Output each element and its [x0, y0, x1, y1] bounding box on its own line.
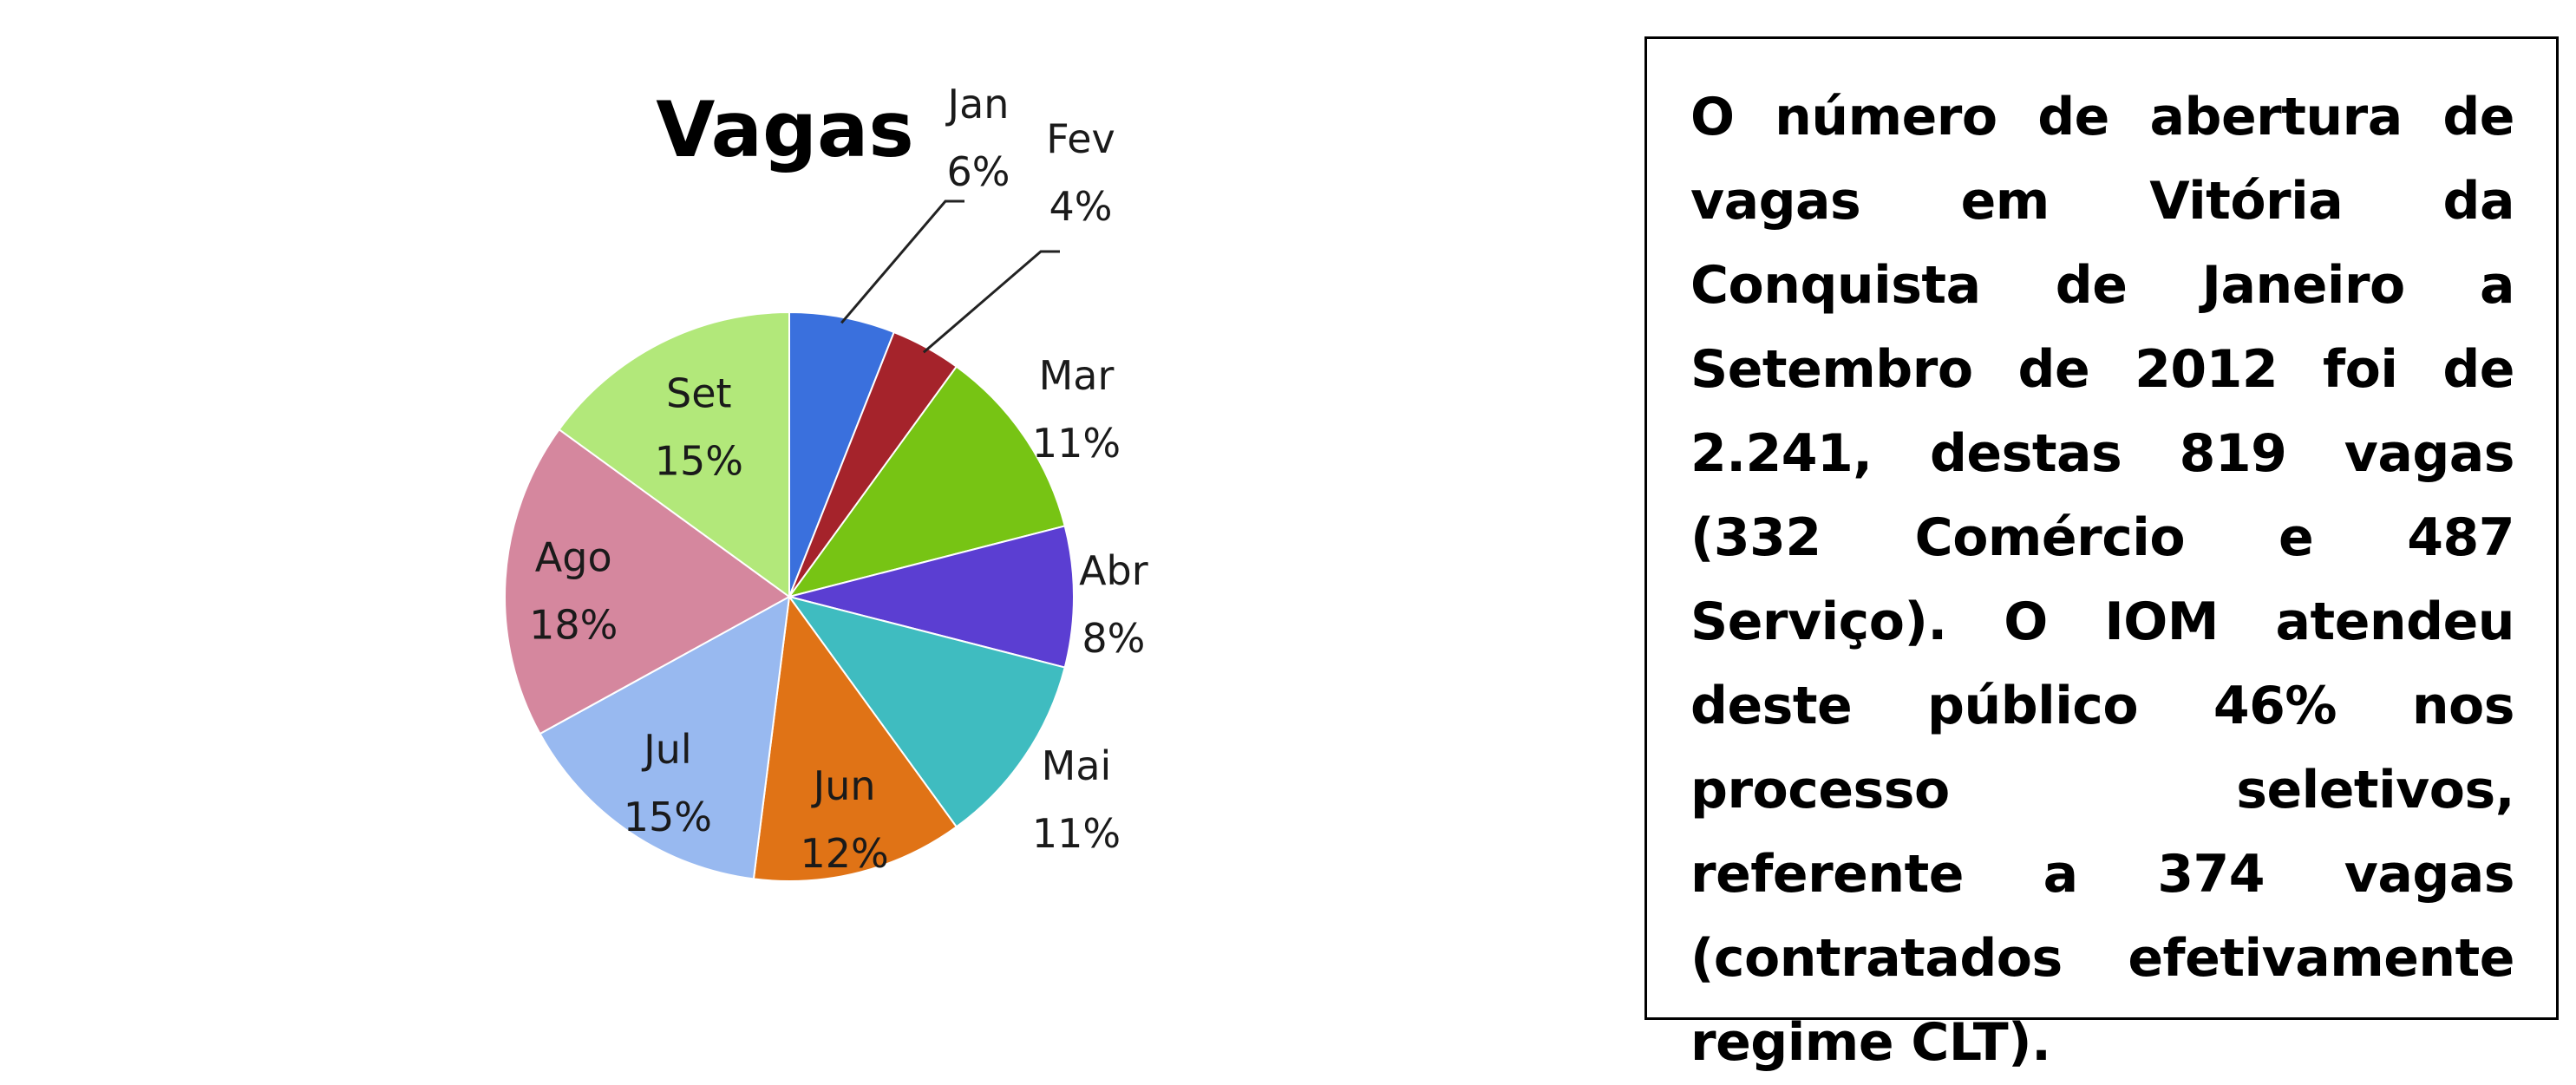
- slice-label-set-percent: 15%: [655, 437, 743, 484]
- slice-labels: Jan 6% Fev 4% Mar 11% Abr 8% Mai 11% Jun 12% Jul 15% A…: [529, 81, 1148, 877]
- chart-title: Vagas: [656, 85, 913, 174]
- pie-slice-ago: [504, 428, 791, 735]
- slice-label-fev-percent: 4%: [1049, 183, 1113, 230]
- pie-slice-jan: [788, 310, 896, 598]
- slice-label-jan-month: Jan: [945, 81, 1010, 127]
- slice-label-ago-month: Ago: [535, 533, 612, 580]
- slice-label-jun-percent: 12%: [800, 830, 888, 877]
- slice-label-abr-percent: 8%: [1082, 615, 1145, 662]
- pie-slice-jun: [752, 594, 958, 882]
- pie-slice-set: [558, 310, 790, 598]
- pie-chart-svg: Jan 6% Fev 4% Mar 11% Abr 8% Mai 11% Jun 12% Jul 15% A…: [504, 81, 1148, 882]
- pie-slice-mar: [787, 365, 1066, 598]
- slice-label-mai-month: Mai: [1042, 742, 1112, 789]
- slice-label-jul-percent: 15%: [624, 794, 712, 840]
- slice-label-ago-percent: 18%: [529, 601, 618, 648]
- slice-label-jan-percent: 6%: [947, 148, 1010, 195]
- leader-line-jan: [840, 199, 964, 324]
- summary-paragraph: O número de abertura de vagas em Vitória…: [1690, 87, 2515, 1073]
- pie-slice-mai: [787, 595, 1066, 828]
- slice-label-mai-percent: 11%: [1032, 810, 1121, 857]
- leader-lines: [840, 199, 1060, 354]
- slice-label-abr-month: Abr: [1079, 547, 1148, 594]
- pie-chart: Jan 6% Fev 4% Mar 11% Abr 8% Mai 11% Jun 12% Jul 15% A…: [504, 81, 1148, 882]
- leader-line-fev: [922, 250, 1060, 354]
- pie-slice-jul: [539, 595, 791, 880]
- slice-label-mar-percent: 11%: [1032, 420, 1121, 467]
- pie-slice-abr: [788, 525, 1075, 669]
- slice-label-jun-month: Jun: [811, 762, 876, 809]
- pie-slices: [504, 310, 1075, 882]
- slice-label-fev-month: Fev: [1046, 115, 1115, 162]
- slice-label-mar-month: Mar: [1039, 352, 1115, 399]
- slice-label-jul-month: Jul: [641, 726, 692, 773]
- summary-text-box: O número de abertura de vagas em Vitória…: [1644, 36, 2559, 1073]
- slice-label-set-month: Set: [666, 369, 732, 416]
